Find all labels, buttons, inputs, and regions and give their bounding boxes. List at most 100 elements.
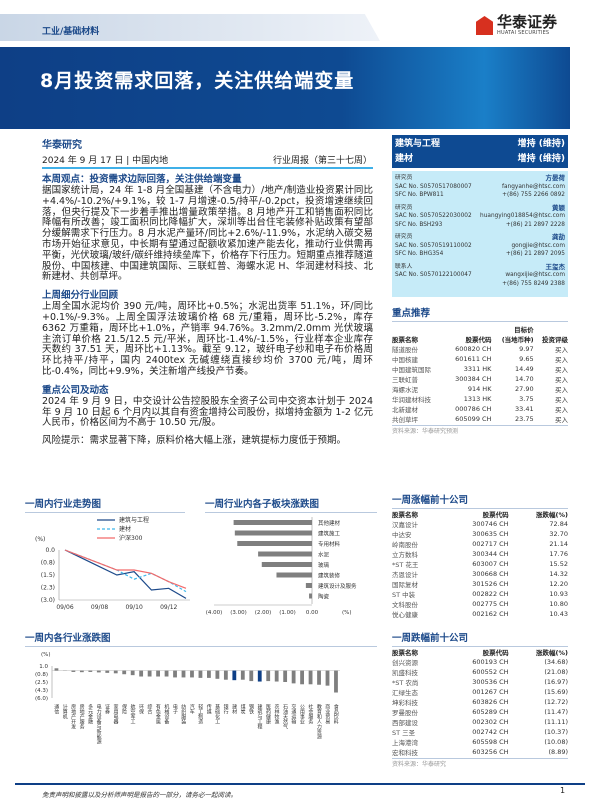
report-title: 8月投资需求回落，关注供给端变量 <box>40 70 355 92</box>
cell: 9.97 <box>519 345 534 353</box>
sector: 建筑与工程 <box>395 139 441 149</box>
cell: 14.49 <box>515 365 534 373</box>
risk-note: 风险提示：需求显著下降，原料价格大幅上涨，建筑提标力度低于预期。 <box>42 435 347 447</box>
category-label: 教育和人力资源 <box>316 703 322 740</box>
bar-航空军工 <box>130 670 135 676</box>
cell: 300635 CH <box>472 530 509 538</box>
x-tick-label: 09/08 <box>91 604 108 611</box>
category-label: 建筑设计及服务 <box>318 582 357 590</box>
cell: 买入 <box>555 396 568 404</box>
y-tick-label: 0.0 <box>45 547 55 554</box>
bar-房地产服务 <box>79 670 84 673</box>
cell: 600820 CH <box>455 345 492 353</box>
sac-no: SAC No. S0570517080007 <box>395 183 472 190</box>
cell: 买入 <box>555 416 568 424</box>
col-code: 股票代码 <box>482 511 509 519</box>
cell: 罗曼股份 <box>392 709 418 717</box>
cell: 10.93 <box>549 590 568 598</box>
category-label: 传媒 <box>206 703 212 715</box>
analyst-email[interactable]: gongjie@htsc.com <box>511 242 565 249</box>
cell: 买入 <box>555 366 568 374</box>
x-tick-label: (3.00) <box>230 610 247 616</box>
x-axis-unit: (%) <box>342 610 352 616</box>
bar-建筑装修 <box>276 572 312 578</box>
cell: 603007 CH <box>472 560 509 568</box>
picks-table: 股票名称 股票代码 目标价 (当地币种) 投资评级 隧道股份 600820 CH 9.9… <box>392 324 568 424</box>
industry-trend-chart: (%)0.0 (0.8) (1.5) (2.3) (3.0)09/06 09/08 09/1… <box>35 516 190 611</box>
bar-传媒 <box>207 670 211 678</box>
analyst-email[interactable]: wangxijie@htsc.com <box>505 272 565 278</box>
bar-玻璃 <box>261 562 312 567</box>
cell: 创兴资源 <box>392 659 418 667</box>
category-label: 银行 <box>223 703 229 715</box>
category-label: 家用电器 <box>113 703 119 725</box>
analyst-name: 龚劼 <box>552 233 565 241</box>
bar-基础化工 <box>215 670 220 679</box>
bar-多元金融 <box>88 670 93 672</box>
cell: (11.11) <box>544 718 568 726</box>
analyst-role: 研究员 <box>395 175 413 181</box>
analyst-card: 联系人 王玺杰 SAC No. S0570122100047 wangxijie@h… <box>395 263 565 289</box>
category-label: 通信 <box>53 703 59 715</box>
analyst-role: 研究员 <box>395 204 413 211</box>
table-row: 隧道股份 600820 CH 9.97 买入 <box>392 344 568 354</box>
bar-电力设备与新能源 <box>96 670 101 673</box>
category-label: 保险 <box>121 703 127 715</box>
analyst-email[interactable]: huangying018854@htsc.com <box>480 213 565 219</box>
y-tick-label: (0.8) <box>35 672 48 678</box>
cell: 岭南股份 <box>392 541 418 549</box>
category-label: 建筑施工 <box>318 530 341 538</box>
key-picks: 重点推荐 股票名称 股票代码 目标价 (当地币种) 投资评级 隧道股份 600820 … <box>392 305 568 435</box>
cell: 汇绿生态 <box>392 689 418 697</box>
category-label: 水泥 <box>318 551 330 559</box>
cell: 300344 CH <box>472 550 509 558</box>
category-label: 机械设备 <box>163 703 169 725</box>
table-row: *ST 农尚 300536 CH (16.97) <box>392 677 568 687</box>
category-label: 公用事业 <box>299 704 305 724</box>
category-label: 社会服务 <box>307 703 313 725</box>
category-label: 建筑与工程 <box>257 703 263 730</box>
category-label: 房地产开发 <box>70 703 76 730</box>
analyst-email[interactable]: fangyanhe@htsc.com <box>501 183 565 190</box>
table-row: 罗曼股份 605289 CH (11.47) <box>392 707 568 717</box>
cell: 12.20 <box>549 580 568 588</box>
huatai-logo: 华泰证券 HUATAI SECURITIES <box>476 15 557 36</box>
review-text: 上周全国水泥均价 390 元/吨，周环比+0.5%；水泥出货率 51.1%，环/… <box>42 301 373 377</box>
cell: 32.70 <box>549 530 568 538</box>
cell: 300384 CH <box>455 375 492 383</box>
cell: ST 中装 <box>392 591 416 599</box>
analyst-card: 研究员 龚劼 SAC No. S0570519110002 gongjie@htsc… <box>395 233 565 259</box>
cell: 10.43 <box>549 610 568 618</box>
cell: 72.84 <box>549 520 568 528</box>
table-row: 三联虹普 300384 CH 14.70 买入 <box>392 374 568 384</box>
bar-陶瓷 <box>309 593 312 599</box>
col-code: 股票代码 <box>465 336 492 344</box>
cell: 凯盛科技 <box>392 669 418 677</box>
analyst-name: 方晏荷 <box>545 174 566 182</box>
cell: 文科股份 <box>392 601 418 609</box>
analyst-role: 联系人 <box>395 263 413 270</box>
bar-家用电器 <box>113 670 118 674</box>
bar-农林牧渔 <box>274 670 279 682</box>
table-row: 悦心健康 002162 CH 10.43 <box>392 609 568 619</box>
view-title: 本周观点：投资需求边际回落，关注供给端变量 <box>42 174 242 185</box>
cell: (12.72) <box>544 698 568 706</box>
cell: 1313 HK <box>463 395 492 403</box>
category-label: 专用材料 <box>318 540 341 548</box>
cell: 3311 HK <box>463 365 492 373</box>
cell: 汉嘉设计 <box>392 521 418 529</box>
company-title: 重点公司及动态 <box>42 384 109 396</box>
cell: 002302 CH <box>472 718 509 726</box>
cell: 买入 <box>555 386 568 394</box>
category-label: 煤炭 <box>240 703 246 715</box>
bar-证券 <box>105 670 110 673</box>
table-row: 海螺水泥 914 HK 27.90 买入 <box>392 384 568 394</box>
cell: 西部建设 <box>392 719 418 727</box>
analyst-phone: +(86) 21 2897 2095 <box>505 251 565 257</box>
table-row: ST 中装 002822 CH 10.93 <box>392 589 568 599</box>
rating-box: 建筑与工程 增持 (维持) 建材 增持 (维持) <box>392 135 568 168</box>
report-date: 2024 年 9 月 17 日 | 中国内地 <box>42 156 169 166</box>
table-row: 共创草坪 605099 CH 23.75 买入 <box>392 414 568 424</box>
cell: 中国建筑国际 <box>392 366 431 374</box>
bar-建材 <box>232 670 237 681</box>
